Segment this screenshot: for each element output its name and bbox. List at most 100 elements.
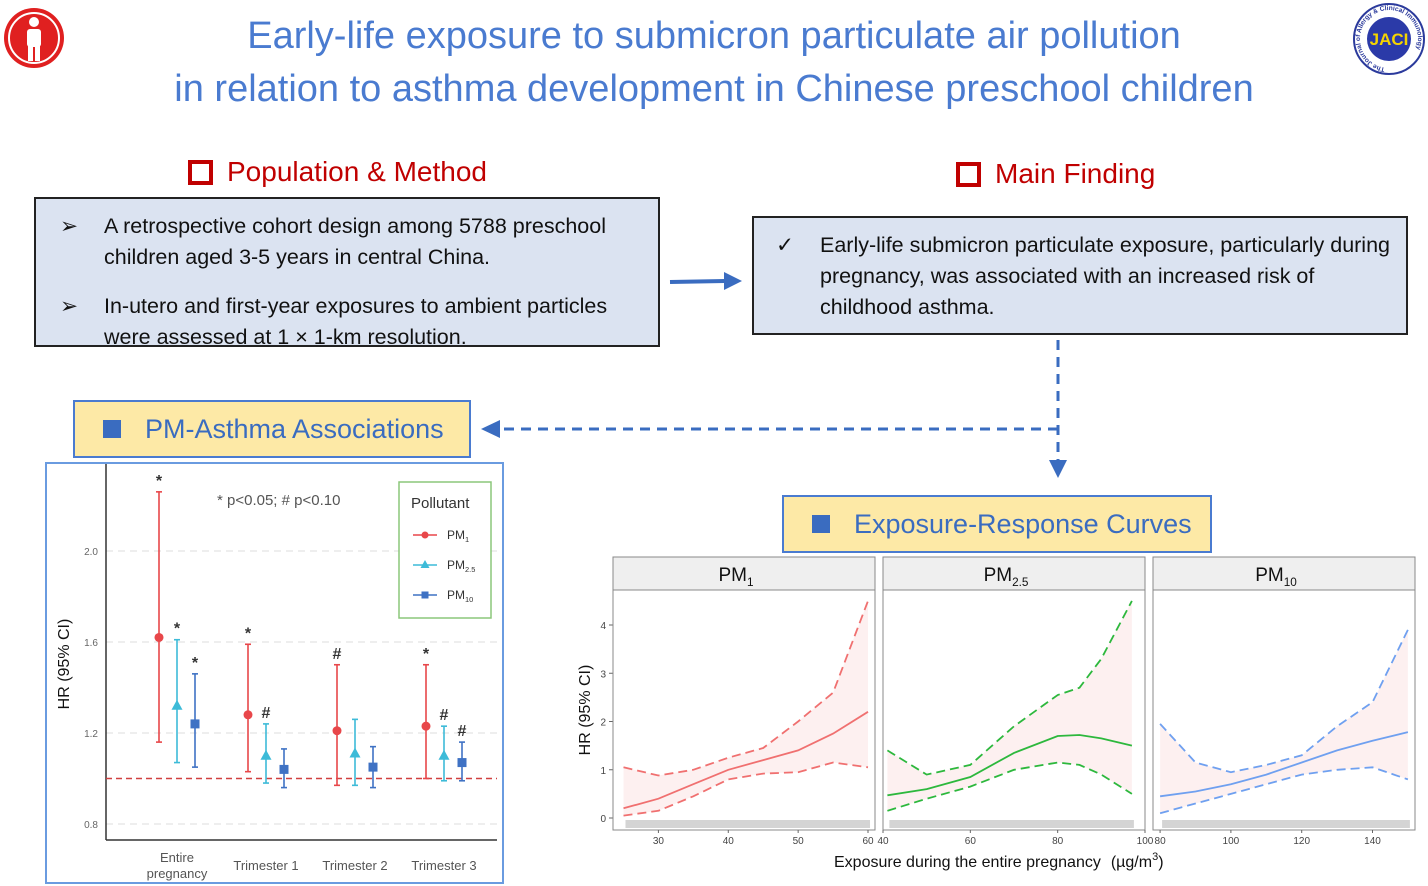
- y-tick-label: 1.2: [84, 729, 98, 740]
- arrow-bullet-icon: ➢: [60, 294, 79, 318]
- arrow-head-down-icon: [1049, 460, 1067, 478]
- legend-marker: [421, 531, 429, 539]
- significance-mark: *: [174, 621, 181, 638]
- confidence-band: [887, 600, 1132, 811]
- jaci-logo: The Journal of Allergy & Clinical Immuno…: [1353, 3, 1425, 75]
- solid-arrow-icon: [669, 272, 742, 290]
- y-tick-label: 2.0: [84, 547, 98, 558]
- x-tick-label: 80: [1155, 836, 1167, 847]
- legend-title: Pollutant: [411, 495, 470, 512]
- point-PM1: [243, 710, 253, 720]
- x-tick-label: 100: [1137, 836, 1154, 847]
- x-tick-label: 80: [1052, 836, 1064, 847]
- hollow-square-icon: [956, 161, 981, 187]
- y-tick-label: 1.6: [84, 638, 98, 649]
- arrow-head-left-icon: [481, 420, 500, 438]
- title-line-1: Early-life exposure to submicron particu…: [247, 15, 1181, 57]
- square-icon: [103, 420, 121, 438]
- finding-heading-text: Main Finding: [995, 158, 1156, 189]
- y-tick-label: 2: [600, 718, 606, 729]
- page-title: Early-life exposure to submicron particu…: [0, 10, 1428, 116]
- point-PM2.5: [438, 749, 450, 760]
- point-PM1: [332, 726, 342, 736]
- legend: Pollutant PM1 PM2.5 PM10: [398, 481, 492, 619]
- x-axis-label: Exposure during the entire pregnancy (µg/…: [834, 851, 1164, 871]
- jaci-logo-text: JACI: [1370, 30, 1409, 49]
- finding-heading: Main Finding: [956, 158, 1155, 190]
- rug-marks: [625, 820, 871, 828]
- significance-mark: *: [245, 625, 252, 642]
- arrow-bullet-icon: ➢: [60, 214, 79, 238]
- legend-label-PM2.5: PM2.5: [447, 558, 475, 574]
- associations-label: PM-Asthma Associations: [73, 400, 471, 458]
- x-tick-label: Entire pregnancy: [147, 850, 208, 881]
- panel-header: [882, 556, 1146, 591]
- significance-mark: *: [423, 646, 430, 663]
- forest-plot: 0.8 1.2 1.6 2.0 HR (95% CI) * p<0.05; # p<0.1…: [45, 462, 504, 884]
- point-PM10: [457, 758, 467, 768]
- x-tick-label: 100: [1223, 836, 1240, 847]
- significance-mark: #: [262, 705, 271, 722]
- population-heading-text: Population & Method: [227, 156, 487, 187]
- curves-label: Exposure-Response Curves: [782, 495, 1212, 553]
- point-PM10: [279, 764, 289, 774]
- significance-mark: #: [458, 723, 467, 740]
- x-tick-label: 60: [862, 836, 874, 847]
- curves-label-text: Exposure-Response Curves: [854, 508, 1192, 539]
- y-tick-label: 0: [600, 814, 606, 825]
- upper-ci-line: [886, 600, 1133, 776]
- x-tick-label: Trimester 2: [322, 858, 387, 873]
- fitted-line: [623, 711, 869, 810]
- x-axis-label-text: Exposure during the entire pregnancy: [834, 854, 1101, 871]
- legend-marker: [420, 560, 430, 568]
- panel-title-PM1: PM1: [718, 565, 753, 589]
- legend-marker: [421, 591, 429, 599]
- x-tick-label: 40: [877, 836, 889, 847]
- x-tick-label: 40: [723, 836, 735, 847]
- panel-title-PM2.5: PM2.5: [984, 565, 1029, 589]
- associations-label-text: PM-Asthma Associations: [145, 413, 444, 444]
- y-axis-label: HR (95% CI): [56, 619, 73, 710]
- y-tick-label: 0.8: [84, 820, 98, 831]
- finding-box: ✓ Early-life submicron particulate exposu…: [752, 216, 1408, 335]
- x-tick-label: 50: [793, 836, 805, 847]
- y-tick-label: 3: [600, 669, 606, 680]
- upper-ci-line: [623, 600, 869, 777]
- check-icon: ✓: [776, 233, 795, 257]
- panel-title-PM10: PM10: [1255, 565, 1297, 589]
- x-tick-label: 30: [653, 836, 665, 847]
- point-PM1: [421, 721, 431, 731]
- x-tick-label: 140: [1364, 836, 1381, 847]
- legend-label-PM1: PM1: [447, 528, 469, 544]
- significance-mark: #: [440, 707, 449, 724]
- population-heading: Population & Method: [188, 156, 487, 188]
- y-axis-label: HR (95% CI): [577, 665, 594, 756]
- y-tick-label: 1: [600, 766, 606, 777]
- significance-mark: *: [192, 655, 199, 672]
- x-tick-label: 120: [1293, 836, 1310, 847]
- point-PM10: [190, 719, 200, 729]
- upper-ci-line: [1159, 629, 1409, 774]
- x-tick-label: Trimester 1: [233, 858, 298, 873]
- lower-ci-line: [623, 761, 869, 817]
- x-axis-unit-close: ): [1158, 854, 1163, 871]
- fitted-line: [887, 734, 1133, 797]
- lower-ci-line: [887, 761, 1133, 812]
- significance-note: * p<0.05; # p<0.10: [217, 492, 340, 509]
- dashed-arrow-icon: [500, 340, 1060, 460]
- y-tick-label: 4: [600, 621, 606, 632]
- point-PM2.5: [349, 747, 361, 758]
- rug-marks: [889, 820, 1134, 828]
- significance-mark: *: [156, 473, 163, 490]
- x-axis-unit: (µg/m: [1111, 854, 1152, 871]
- hollow-square-icon: [188, 159, 213, 185]
- lower-ci-line: [1159, 766, 1409, 815]
- rug-marks: [1162, 820, 1410, 828]
- confidence-band: [623, 600, 868, 816]
- x-axis-unit-sup: 3: [1152, 851, 1158, 863]
- title-line-2: in relation to asthma development in Chi…: [174, 68, 1254, 110]
- significance-mark: #: [333, 646, 342, 663]
